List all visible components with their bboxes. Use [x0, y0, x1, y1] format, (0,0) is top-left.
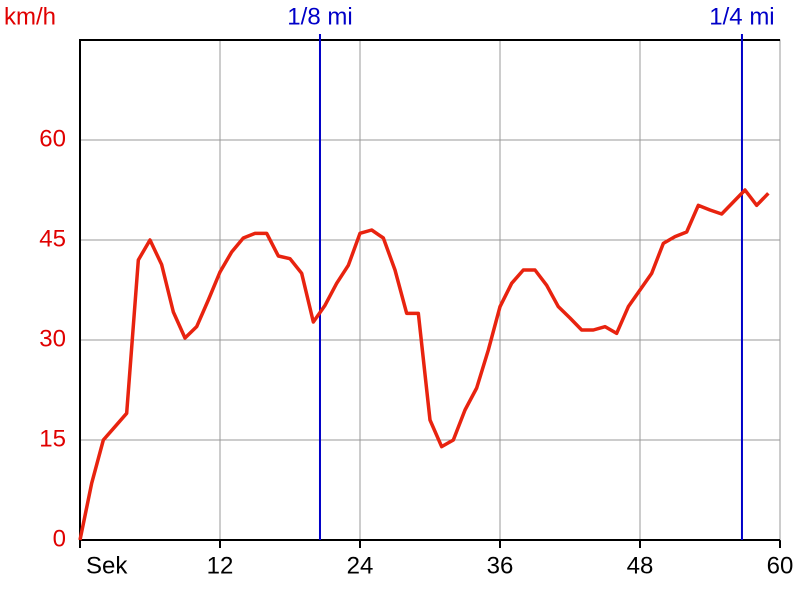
axis-frame	[79, 39, 780, 541]
x-tick-label: Sek	[86, 552, 128, 579]
y-tick-label: 30	[39, 325, 66, 352]
distance-marker-label: 1/4 mi	[709, 3, 774, 30]
x-tick-label: 48	[627, 552, 654, 579]
x-tick-label: 36	[487, 552, 514, 579]
speed-line	[78, 188, 770, 541]
y-tick-label: 15	[39, 425, 66, 452]
x-tick-label: 24	[347, 552, 374, 579]
x-tick-label: 60	[767, 552, 794, 579]
distance-marker-label: 1/8 mi	[287, 3, 352, 30]
plot-frame	[79, 39, 781, 541]
x-tick-label: 12	[207, 552, 234, 579]
y-tick-label: 45	[39, 225, 66, 252]
y-tick-label: 0	[53, 525, 66, 552]
y-axis-label: km/h	[4, 3, 56, 30]
y-tick-label: 60	[39, 125, 66, 152]
